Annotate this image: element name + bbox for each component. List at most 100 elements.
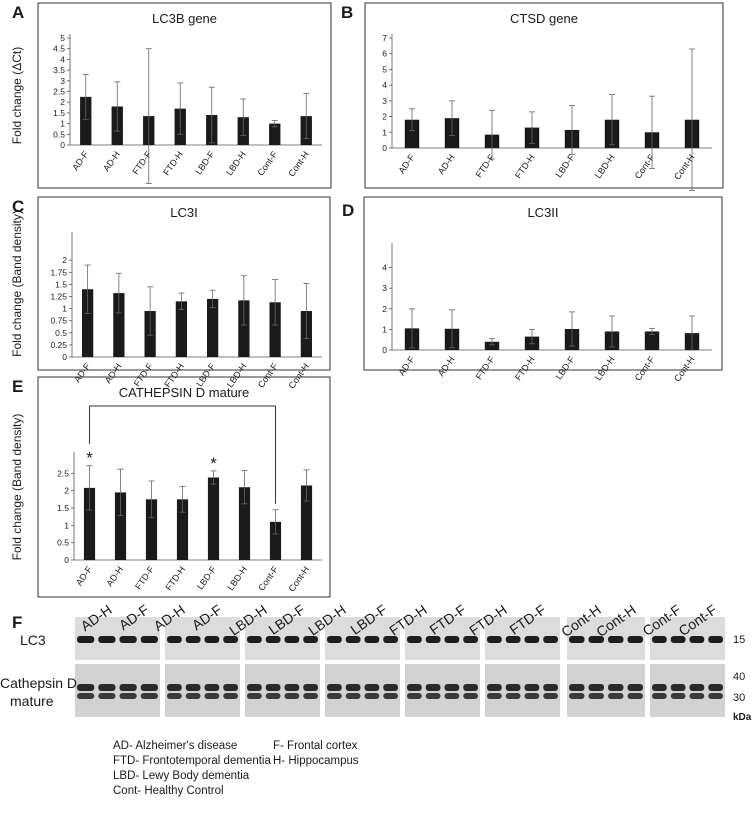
y-tick-label: 7 (382, 33, 387, 43)
blot-band (223, 636, 238, 643)
blot-band (223, 684, 238, 691)
bar (80, 96, 92, 145)
panel-frame (363, 196, 723, 371)
error-bar (689, 315, 695, 351)
x-tick-label: FTD-H (513, 152, 537, 180)
row-label: LC3 (20, 632, 46, 648)
y-tick-label: 1 (62, 304, 67, 314)
panel-letter: E (12, 377, 23, 396)
bar (114, 492, 127, 560)
error-bar (115, 272, 122, 314)
bar (82, 289, 94, 357)
x-tick-label: FTD-H (513, 354, 537, 382)
legend-text: LBD- Lewy Body dementia (113, 770, 250, 782)
bar (238, 487, 251, 560)
marker-label: kDa (733, 712, 752, 723)
blot-band (327, 684, 342, 691)
blot-band (588, 693, 604, 699)
error-bar (145, 48, 152, 184)
x-tick-label: LBD-F (193, 149, 216, 176)
y-tick-label: 1.25 (50, 292, 67, 302)
y-tick-label: 0.75 (50, 316, 67, 326)
x-tick-label: Cont-F (633, 354, 657, 383)
bar (484, 341, 500, 350)
blot-band (543, 693, 558, 699)
row-label: Cathepsin D (0, 675, 77, 691)
x-tick-label: AD-H (436, 152, 457, 176)
blot-band (119, 684, 137, 691)
blot-band (284, 684, 300, 691)
panel-letter: A (12, 3, 24, 22)
blot-band (524, 684, 540, 691)
marker-label: 15 (733, 634, 745, 646)
blot-band (140, 693, 158, 699)
blot-band (383, 684, 398, 691)
blot-band (463, 636, 478, 643)
blot-band (77, 693, 95, 699)
y-axis-label: Fold change (ΔCt) (10, 47, 24, 144)
error-bar (409, 308, 415, 349)
bar (145, 499, 158, 560)
blot-band (140, 636, 158, 643)
y-tick-label: 0 (382, 143, 387, 153)
blot-band (185, 693, 201, 699)
error-bar (240, 98, 247, 136)
blot-band (140, 684, 158, 691)
blot-band (223, 693, 238, 699)
bar (269, 521, 282, 560)
y-tick-label: 2.5 (53, 87, 65, 97)
legend-text: Cont- Healthy Control (113, 785, 224, 797)
y-tick-label: 3.5 (53, 65, 65, 75)
y-tick-label: 1.5 (55, 279, 67, 289)
blot-band (364, 636, 380, 643)
x-tick-label: AD-F (72, 361, 93, 384)
error-bar (271, 119, 278, 128)
blot-band (670, 636, 686, 643)
x-tick-label: AD-H (103, 361, 124, 385)
chart-title: LC3B gene (152, 11, 217, 26)
bar (404, 119, 420, 148)
blot-band (167, 693, 182, 699)
blot-band (265, 684, 281, 691)
y-tick-label: 4 (60, 54, 65, 64)
y-tick-label: 0.25 (50, 340, 67, 350)
annotation: * (86, 449, 93, 468)
x-tick-label: Cont-F (256, 564, 280, 593)
x-tick-label: Cont-F (255, 149, 279, 178)
bar (83, 487, 96, 560)
x-tick-label: AD-F (70, 149, 91, 172)
blot-band (185, 636, 201, 643)
y-tick-label: 2 (62, 255, 67, 265)
blot-band (689, 636, 705, 643)
error-bar (272, 509, 279, 535)
blot-band (407, 693, 422, 699)
x-tick-label: LBD-H (593, 152, 617, 180)
x-tick-label: AD-H (101, 149, 122, 173)
bar (113, 293, 125, 357)
blot-band (303, 684, 318, 691)
error-bar (178, 292, 185, 310)
error-bar (569, 311, 575, 347)
y-tick-label: 0 (60, 140, 65, 150)
blot-band (345, 693, 361, 699)
x-tick-label: FTD-F (133, 564, 156, 591)
significance-bracket (89, 405, 276, 504)
blot-band (524, 636, 540, 643)
error-bar (210, 470, 217, 485)
blot-band (608, 684, 624, 691)
panel-frame (37, 196, 331, 371)
blot-band (505, 636, 521, 643)
panel-letter: F (12, 613, 22, 632)
y-tick-label: 1 (382, 324, 387, 334)
y-tick-label: 1.5 (53, 108, 65, 118)
legend-text: H- Hippocampus (273, 755, 359, 767)
y-tick-label: 4 (382, 263, 387, 273)
y-tick-label: 4 (382, 80, 387, 90)
blot-band (204, 684, 220, 691)
y-tick-label: 0.5 (53, 129, 65, 139)
chart-title: CTSD gene (510, 11, 578, 26)
blot-band (689, 684, 705, 691)
error-bar (489, 338, 495, 346)
x-tick-label: Cont-H (672, 354, 697, 383)
